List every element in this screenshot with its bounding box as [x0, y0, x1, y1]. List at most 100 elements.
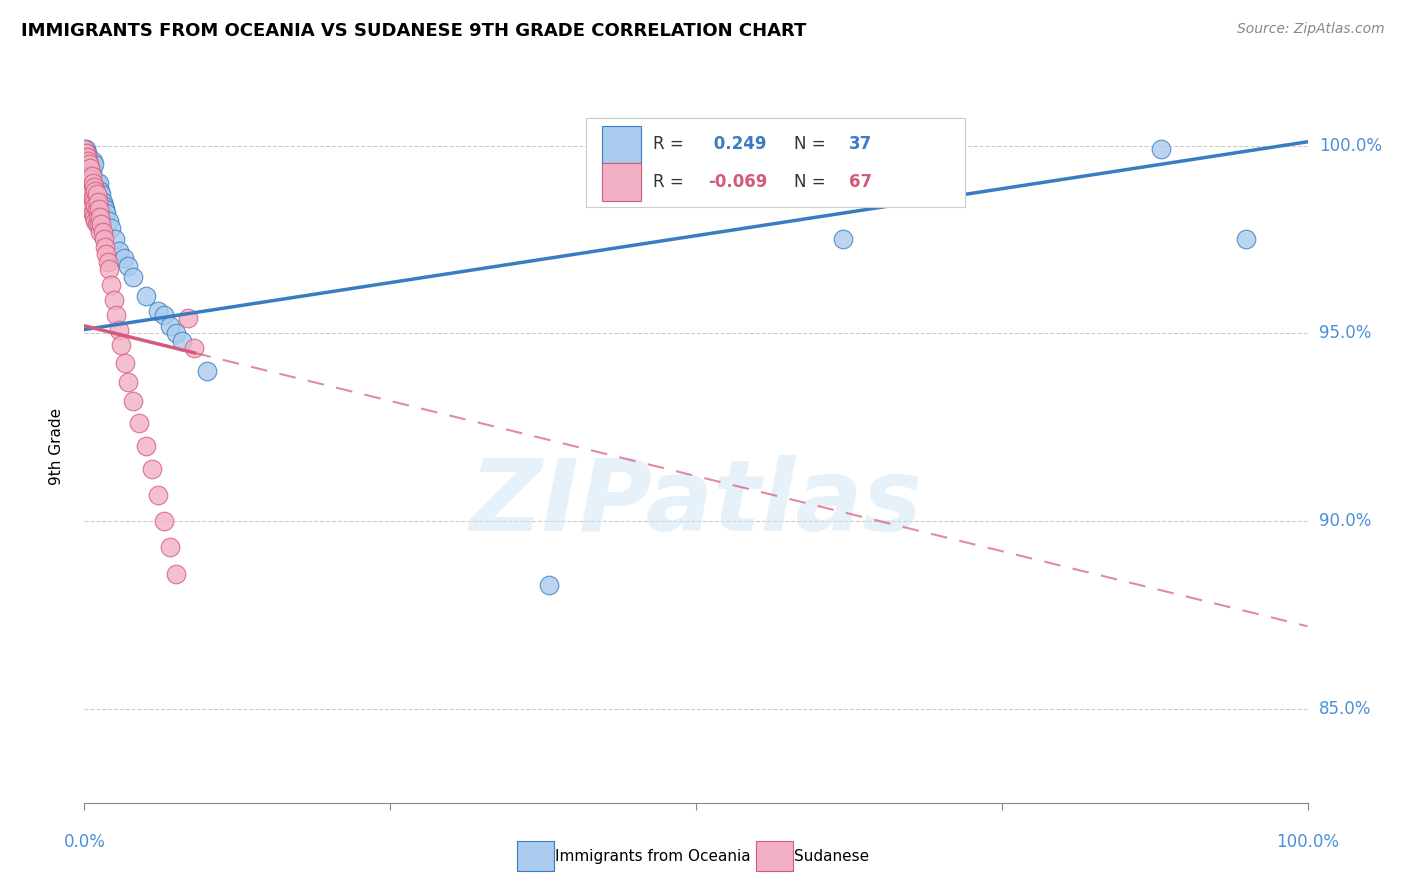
- Point: [94, 240, 117, 254]
- Point: [195, 364, 218, 378]
- Point: [80, 199, 103, 213]
- Point: [79, 202, 101, 217]
- Point: [112, 251, 135, 265]
- Text: Source: ZipAtlas.com: Source: ZipAtlas.com: [1237, 22, 1385, 37]
- Point: [77, 199, 100, 213]
- Point: [82, 153, 104, 168]
- Point: [76, 146, 98, 161]
- Point: [107, 244, 129, 258]
- Point: [104, 232, 127, 246]
- Text: 100.0%: 100.0%: [1277, 833, 1339, 851]
- Text: 0.249: 0.249: [709, 136, 766, 153]
- Point: [83, 179, 105, 194]
- Point: [79, 161, 101, 175]
- Point: [105, 308, 128, 322]
- Point: [87, 194, 110, 209]
- Point: [84, 213, 107, 227]
- Point: [114, 356, 136, 370]
- Point: [86, 187, 108, 202]
- Point: [84, 199, 107, 213]
- Point: [93, 199, 115, 213]
- Text: -0.069: -0.069: [709, 173, 768, 191]
- Point: [80, 169, 103, 183]
- Point: [93, 232, 115, 246]
- Point: [107, 322, 129, 336]
- Point: [82, 176, 104, 190]
- Text: R =: R =: [654, 136, 689, 153]
- Point: [75, 191, 97, 205]
- Point: [97, 255, 120, 269]
- Point: [77, 153, 100, 168]
- Point: [77, 157, 100, 171]
- Point: [79, 187, 101, 202]
- Point: [91, 194, 114, 209]
- Point: [146, 303, 169, 318]
- Point: [103, 293, 125, 307]
- Point: [90, 187, 112, 202]
- Point: [83, 210, 105, 224]
- Point: [87, 176, 110, 190]
- Point: [1150, 142, 1173, 156]
- Point: [96, 206, 118, 220]
- Text: 0.0%: 0.0%: [63, 833, 105, 851]
- Point: [1234, 232, 1257, 246]
- Point: [122, 393, 145, 408]
- Point: [135, 289, 157, 303]
- Point: [83, 194, 105, 209]
- Point: [97, 213, 120, 227]
- Text: 37: 37: [849, 136, 872, 153]
- Point: [77, 194, 100, 209]
- Text: 90.0%: 90.0%: [1319, 512, 1371, 530]
- Text: IMMIGRANTS FROM OCEANIA VS SUDANESE 9TH GRADE CORRELATION CHART: IMMIGRANTS FROM OCEANIA VS SUDANESE 9TH …: [21, 22, 807, 40]
- Point: [146, 488, 169, 502]
- Point: [86, 176, 108, 190]
- Point: [100, 221, 122, 235]
- Point: [87, 210, 110, 224]
- Point: [84, 184, 107, 198]
- Point: [135, 439, 157, 453]
- Point: [82, 191, 104, 205]
- Point: [128, 417, 150, 431]
- Point: [87, 202, 110, 217]
- Point: [76, 184, 98, 198]
- Point: [77, 184, 100, 198]
- Point: [97, 262, 120, 277]
- Text: N =: N =: [794, 173, 831, 191]
- Point: [77, 150, 100, 164]
- Point: [100, 277, 122, 292]
- Point: [153, 514, 176, 528]
- Point: [75, 142, 97, 156]
- Point: [75, 146, 97, 161]
- Point: [76, 150, 98, 164]
- Point: [79, 161, 101, 175]
- Text: R =: R =: [654, 173, 689, 191]
- Text: N =: N =: [794, 136, 831, 153]
- Point: [73, 165, 96, 179]
- Y-axis label: 9th Grade: 9th Grade: [49, 408, 63, 484]
- Text: 95.0%: 95.0%: [1319, 325, 1371, 343]
- FancyBboxPatch shape: [602, 163, 641, 201]
- Point: [117, 375, 139, 389]
- Point: [89, 210, 111, 224]
- Point: [75, 161, 97, 175]
- Point: [83, 157, 105, 171]
- Point: [77, 165, 100, 179]
- Point: [73, 142, 96, 156]
- Point: [80, 165, 103, 179]
- Point: [159, 541, 181, 555]
- Point: [122, 270, 145, 285]
- Point: [76, 165, 98, 179]
- Point: [159, 318, 181, 333]
- Point: [538, 578, 561, 592]
- Point: [96, 247, 118, 261]
- Point: [141, 461, 163, 475]
- Text: 67: 67: [849, 173, 872, 191]
- Point: [79, 172, 101, 186]
- Text: Sudanese: Sudanese: [794, 849, 869, 863]
- Point: [177, 311, 200, 326]
- Point: [153, 308, 176, 322]
- Text: ZIPatlas: ZIPatlas: [470, 455, 922, 551]
- Point: [86, 218, 108, 232]
- Point: [94, 202, 117, 217]
- Point: [77, 169, 100, 183]
